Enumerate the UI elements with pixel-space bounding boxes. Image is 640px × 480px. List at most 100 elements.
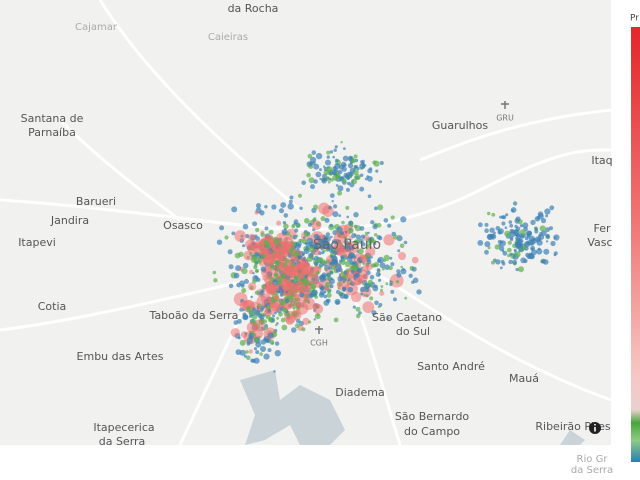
- point: [313, 318, 316, 321]
- point: [495, 259, 501, 265]
- point: [298, 193, 302, 198]
- point: [254, 276, 258, 279]
- point: [250, 295, 253, 299]
- point: [509, 223, 514, 228]
- point: [335, 158, 339, 163]
- point: [314, 281, 322, 288]
- point: [478, 222, 483, 228]
- point: [259, 352, 263, 356]
- point: [326, 150, 331, 155]
- point: [351, 178, 358, 185]
- point: [361, 242, 366, 247]
- point: [345, 205, 350, 210]
- point: [495, 226, 501, 231]
- point: [255, 268, 260, 273]
- point: [334, 163, 341, 169]
- point: [328, 266, 332, 270]
- point: [508, 259, 513, 265]
- point: [268, 229, 274, 235]
- point: [332, 175, 338, 181]
- point: [294, 323, 300, 329]
- point: [493, 231, 496, 235]
- point: [494, 244, 500, 250]
- point: [348, 220, 354, 226]
- point: [357, 267, 363, 274]
- point: [332, 246, 337, 252]
- point: [497, 239, 502, 244]
- point: [352, 305, 356, 309]
- point: [233, 320, 239, 325]
- point: [342, 280, 345, 284]
- point: [507, 240, 512, 245]
- point: [260, 346, 266, 352]
- info-button[interactable]: [589, 422, 601, 434]
- point: [289, 234, 292, 238]
- point: [364, 177, 368, 181]
- reservoir: [240, 370, 585, 445]
- point: [345, 230, 348, 234]
- point: [254, 309, 261, 316]
- point: [342, 289, 346, 292]
- point: [375, 169, 379, 173]
- point: [319, 168, 322, 172]
- point: [335, 263, 342, 270]
- point: [238, 251, 244, 257]
- point: [529, 253, 535, 260]
- point: [537, 211, 544, 217]
- place-label: São Paulo: [313, 237, 381, 253]
- point: [484, 249, 489, 255]
- point: [274, 260, 281, 267]
- point: [313, 261, 319, 267]
- point: [295, 223, 301, 228]
- point: [255, 236, 260, 242]
- point: [374, 300, 379, 306]
- point: [271, 299, 275, 304]
- point: [282, 221, 287, 225]
- point: [253, 357, 260, 364]
- point: [311, 220, 322, 231]
- point: [274, 253, 280, 259]
- point: [343, 293, 349, 299]
- point: [267, 348, 272, 353]
- point: [236, 282, 242, 288]
- point: [306, 256, 313, 263]
- point: [227, 249, 233, 255]
- point: [273, 370, 276, 373]
- point: [343, 172, 349, 178]
- point: [346, 176, 350, 181]
- point: [377, 305, 381, 309]
- point: [297, 280, 302, 285]
- point: [264, 325, 268, 330]
- point: [497, 230, 502, 235]
- point: [364, 231, 369, 236]
- point: [248, 233, 256, 242]
- point: [530, 219, 536, 226]
- point: [315, 270, 320, 275]
- point: [362, 165, 365, 169]
- point: [341, 178, 347, 183]
- place-label: Osasco: [163, 219, 203, 232]
- point: [502, 250, 508, 256]
- point: [264, 234, 272, 242]
- point: [343, 147, 346, 151]
- point: [281, 307, 287, 313]
- point: [319, 243, 325, 249]
- point: [341, 220, 345, 225]
- point: [396, 272, 402, 278]
- point: [504, 226, 508, 229]
- point: [392, 297, 397, 302]
- point: [487, 246, 491, 250]
- point: [411, 266, 417, 272]
- place-label: Parnaíba: [28, 126, 76, 139]
- point: [286, 312, 291, 317]
- point: [373, 160, 380, 167]
- point: [260, 232, 266, 237]
- point: [329, 284, 334, 289]
- point: [258, 290, 264, 296]
- point: [325, 232, 331, 237]
- point: [350, 158, 357, 164]
- point: [358, 311, 362, 315]
- point: [396, 235, 403, 242]
- place-label: Taboão da Serra: [149, 309, 239, 322]
